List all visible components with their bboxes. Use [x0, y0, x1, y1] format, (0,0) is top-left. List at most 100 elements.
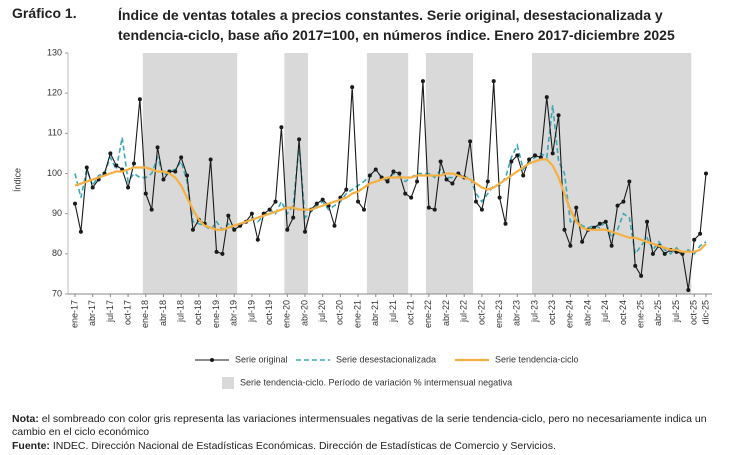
data-point	[485, 179, 490, 184]
data-point	[285, 227, 290, 232]
x-tick-label: jul-24	[600, 300, 610, 323]
data-point	[556, 113, 561, 118]
note-label: Nota:	[12, 413, 39, 425]
data-point	[550, 151, 555, 156]
data-point	[291, 215, 296, 220]
data-point	[698, 231, 703, 236]
data-point	[474, 199, 479, 204]
x-tick-label: abr-20	[299, 300, 309, 326]
data-point	[320, 197, 325, 202]
data-point	[409, 195, 414, 200]
chart-label: Gráfico 1.	[12, 5, 77, 21]
data-point	[373, 167, 378, 172]
data-point	[179, 155, 184, 160]
x-tick-label: ene-18	[140, 300, 150, 328]
data-point	[438, 159, 443, 164]
data-point	[503, 221, 508, 226]
x-tick-label: abr-17	[87, 300, 97, 326]
data-point	[509, 159, 514, 164]
data-point	[479, 207, 484, 212]
data-point	[78, 229, 83, 234]
data-point	[621, 199, 626, 204]
data-point	[114, 163, 119, 168]
series-line	[74, 158, 707, 253]
data-point	[350, 85, 355, 90]
data-point	[645, 219, 650, 224]
x-tick-label: oct-25	[689, 300, 699, 325]
x-tick-label: ene-20	[282, 300, 292, 328]
data-point	[267, 207, 272, 212]
data-point	[415, 179, 420, 184]
data-point	[527, 157, 532, 162]
x-tick-label: abr-22	[441, 300, 451, 326]
data-point	[497, 195, 502, 200]
legend-label: Serie tendencia-ciclo. Período de variac…	[240, 377, 512, 387]
x-tick-label: oct-19	[264, 300, 274, 325]
data-point	[149, 207, 154, 212]
legend-label: Serie tendencia-ciclo	[495, 354, 579, 364]
data-point	[220, 251, 225, 256]
data-point	[302, 229, 307, 234]
data-point	[190, 227, 195, 232]
data-point	[568, 243, 573, 248]
data-point	[650, 251, 655, 256]
y-tick-label: 100	[47, 168, 62, 178]
data-point	[279, 125, 284, 130]
x-tick-label: jul-19	[246, 300, 256, 323]
x-tick-label: abr-25	[653, 300, 663, 326]
data-point	[137, 97, 142, 102]
x-tick-label: ene-23	[494, 300, 504, 328]
chart: 70 80 90 100 110 120 130 Índice ene-17 abr-17 jul-…	[12, 47, 712, 389]
y-tick-label: 90	[52, 208, 62, 218]
y-tick-label: 110	[48, 128, 62, 138]
data-point	[468, 139, 473, 144]
x-tick-label: ene-21	[352, 300, 362, 328]
data-point	[108, 151, 113, 156]
data-point	[314, 201, 319, 206]
x-tick-label: oct-22	[476, 300, 486, 325]
chart-title: Índice de ventas totales a precios const…	[118, 7, 675, 43]
source-label: Fuente:	[12, 440, 50, 452]
legend-label: Serie original	[235, 354, 288, 364]
data-point	[255, 237, 260, 242]
x-tick-label: jul-22	[459, 300, 469, 323]
data-point	[391, 169, 396, 174]
x-tick-label: jul-20	[317, 300, 327, 323]
x-tick-label: oct-18	[193, 300, 203, 325]
x-tick-label: jul-25	[671, 300, 681, 323]
data-point	[515, 153, 520, 158]
data-point	[161, 177, 166, 182]
data-point	[450, 181, 455, 186]
data-point	[704, 171, 708, 176]
x-tick-label: jul-23	[529, 300, 539, 323]
data-point	[332, 223, 337, 228]
data-point	[226, 213, 231, 218]
y-axis-title: Índice	[12, 168, 22, 192]
data-point	[185, 173, 190, 178]
data-point	[532, 153, 537, 158]
data-point	[426, 205, 431, 210]
shaded-period	[366, 53, 409, 294]
data-point	[143, 191, 148, 196]
legend-label: Serie desestacionalizada	[336, 354, 436, 364]
data-point	[544, 95, 549, 100]
legend-swatch	[222, 377, 234, 389]
x-tick-label: oct-24	[618, 300, 628, 325]
data-point	[444, 177, 449, 182]
data-point	[420, 79, 425, 84]
data-point	[84, 165, 89, 170]
x-tick-label: oct-23	[547, 300, 557, 325]
data-point	[615, 203, 620, 208]
y-tick-label: 130	[47, 47, 62, 57]
data-point	[73, 201, 77, 206]
x-tick-label: oct-21	[406, 300, 416, 325]
data-point	[155, 145, 160, 150]
data-point	[397, 171, 402, 176]
data-point	[603, 219, 608, 224]
data-point	[432, 207, 437, 212]
x-tick-label: jul-18	[176, 300, 186, 323]
source-text: INDEC. Dirección Nacional de Estadística…	[52, 440, 556, 452]
data-point	[249, 211, 254, 216]
x-tick-label: jul-21	[388, 300, 398, 323]
